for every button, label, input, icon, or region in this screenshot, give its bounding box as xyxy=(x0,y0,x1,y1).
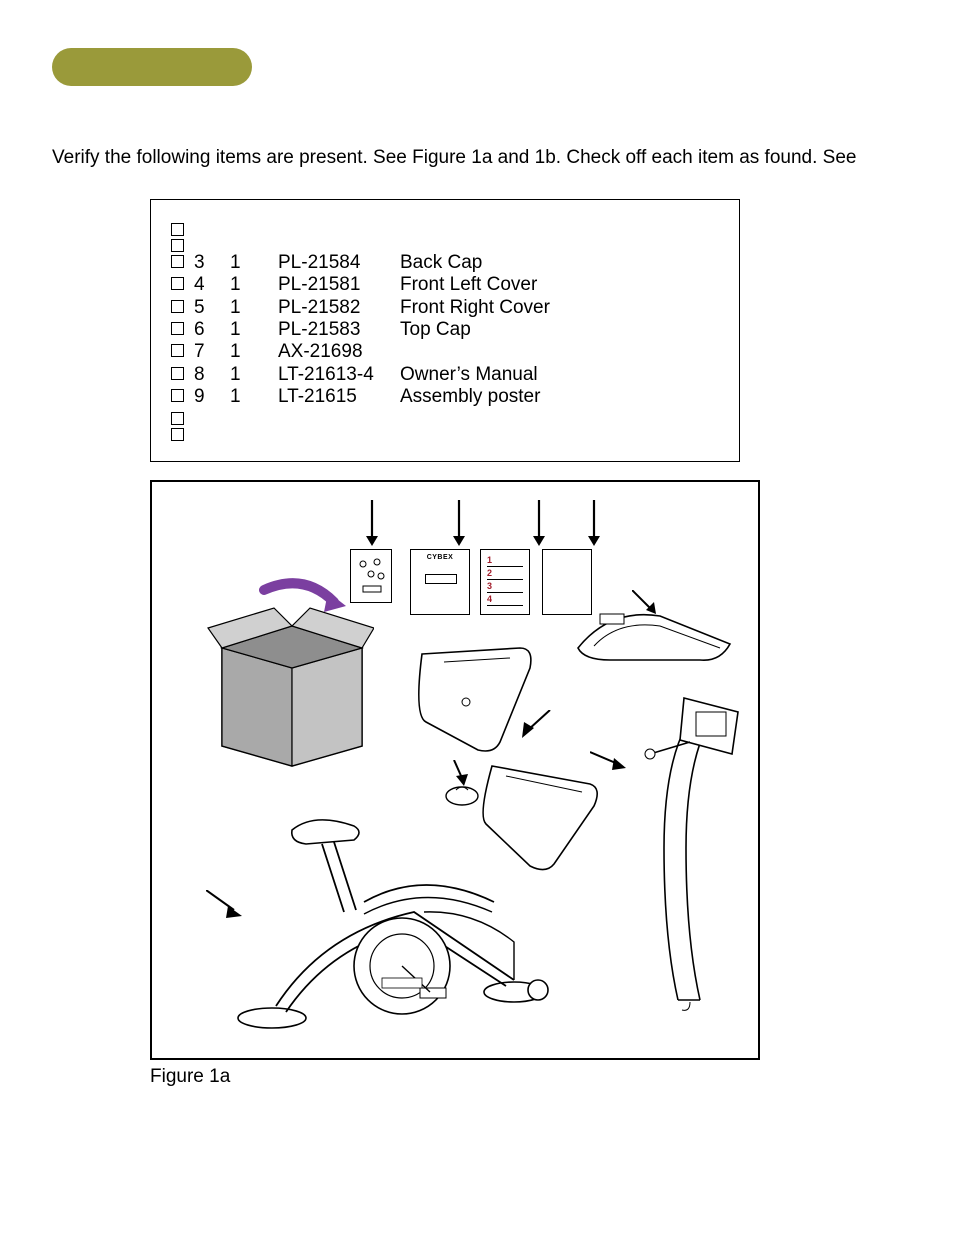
item-part-number xyxy=(278,236,400,252)
item-description: Back Cap xyxy=(400,252,719,274)
header-pill xyxy=(52,48,252,86)
item-part-number: PL-21583 xyxy=(278,319,400,341)
owners-manual-illustration: CYBEX xyxy=(410,549,470,615)
parts-table-row: 31PL-21584Back Cap xyxy=(171,252,719,274)
front-cover-left-illustration xyxy=(410,638,540,763)
checkbox-icon xyxy=(171,389,184,402)
intro-text: Verify the following items are present. … xyxy=(52,146,902,171)
arrow-icon xyxy=(590,748,630,774)
arrow-icon xyxy=(532,500,546,546)
item-description: Front Right Cover xyxy=(400,297,719,319)
arrow-icon xyxy=(452,500,466,546)
poster-line: 1 xyxy=(487,554,523,567)
parts-table-row: 81LT-21613-4Owner’s Manual xyxy=(171,364,719,386)
poster-line: 3 xyxy=(487,580,523,593)
item-qty: 1 xyxy=(230,386,278,408)
item-part-number: LT-21615 xyxy=(278,386,400,408)
item-id xyxy=(194,425,230,441)
poster-line: 4 xyxy=(487,593,523,606)
checkbox-icon xyxy=(171,412,184,425)
figure-1a-box: CYBEX 1234 xyxy=(150,480,760,1060)
item-description xyxy=(400,409,719,425)
bike-frame-illustration xyxy=(214,782,574,1047)
item-id: 5 xyxy=(194,297,230,319)
item-id: 8 xyxy=(194,364,230,386)
item-description xyxy=(400,425,719,441)
item-description: Front Left Cover xyxy=(400,274,719,296)
checkbox-icon xyxy=(171,239,184,252)
item-qty: 1 xyxy=(230,252,278,274)
parts-table-row: 41PL-21581Front Left Cover xyxy=(171,274,719,296)
checkbox-icon xyxy=(171,223,184,236)
item-part-number: PL-21582 xyxy=(278,297,400,319)
checkbox-icon xyxy=(171,322,184,335)
item-id: 9 xyxy=(194,386,230,408)
item-part-number xyxy=(278,220,400,236)
console-mast-illustration xyxy=(620,688,750,1023)
item-part-number xyxy=(278,409,400,425)
parts-table-row: 91LT-21615Assembly poster xyxy=(171,386,719,408)
cardboard-box-illustration xyxy=(204,578,374,773)
item-part-number: LT-21613-4 xyxy=(278,364,400,386)
item-description: Assembly poster xyxy=(400,386,719,408)
checkbox-icon xyxy=(171,428,184,441)
parts-table-row xyxy=(171,409,719,425)
parts-table-row xyxy=(171,425,719,441)
arrow-icon xyxy=(206,890,246,920)
item-part-number: AX-21698 xyxy=(278,341,400,363)
parts-table: 31PL-21584Back Cap41PL-21581Front Left C… xyxy=(171,220,719,441)
item-qty xyxy=(230,409,278,425)
parts-table-row xyxy=(171,236,719,252)
item-qty: 1 xyxy=(230,274,278,296)
item-description xyxy=(400,220,719,236)
item-id: 7 xyxy=(194,341,230,363)
figure-caption: Figure 1a xyxy=(150,1066,902,1088)
item-qty: 1 xyxy=(230,341,278,363)
checkbox-icon xyxy=(171,344,184,357)
arrow-icon xyxy=(587,500,601,546)
item-id: 6 xyxy=(194,319,230,341)
item-part-number: PL-21581 xyxy=(278,274,400,296)
brand-label: CYBEX xyxy=(411,554,469,561)
item-id: 4 xyxy=(194,274,230,296)
item-id xyxy=(194,409,230,425)
checkbox-icon xyxy=(171,367,184,380)
item-qty: 1 xyxy=(230,319,278,341)
item-part-number xyxy=(278,425,400,441)
item-qty xyxy=(230,425,278,441)
item-qty: 1 xyxy=(230,364,278,386)
item-id: 3 xyxy=(194,252,230,274)
poster-illustration: 1234 xyxy=(480,549,530,615)
item-part-number: PL-21584 xyxy=(278,252,400,274)
arrow-icon xyxy=(520,710,554,740)
parts-table-row: 51PL-21582Front Right Cover xyxy=(171,297,719,319)
item-id xyxy=(194,220,230,236)
item-description: Top Cap xyxy=(400,319,719,341)
parts-table-row xyxy=(171,220,719,236)
arrow-icon xyxy=(365,500,379,546)
item-id xyxy=(194,236,230,252)
checkbox-icon xyxy=(171,255,184,268)
checkbox-icon xyxy=(171,300,184,313)
parts-table-box: 31PL-21584Back Cap41PL-21581Front Left C… xyxy=(150,199,740,462)
checkbox-icon xyxy=(171,277,184,290)
arrow-icon xyxy=(632,590,662,620)
item-qty xyxy=(230,220,278,236)
parts-table-row: 61PL-21583Top Cap xyxy=(171,319,719,341)
item-qty: 1 xyxy=(230,297,278,319)
item-description: Owner’s Manual xyxy=(400,364,719,386)
item-description xyxy=(400,236,719,252)
parts-table-row: 71AX-21698 xyxy=(171,341,719,363)
poster-line: 2 xyxy=(487,567,523,580)
item-qty xyxy=(230,236,278,252)
item-description xyxy=(400,341,719,363)
